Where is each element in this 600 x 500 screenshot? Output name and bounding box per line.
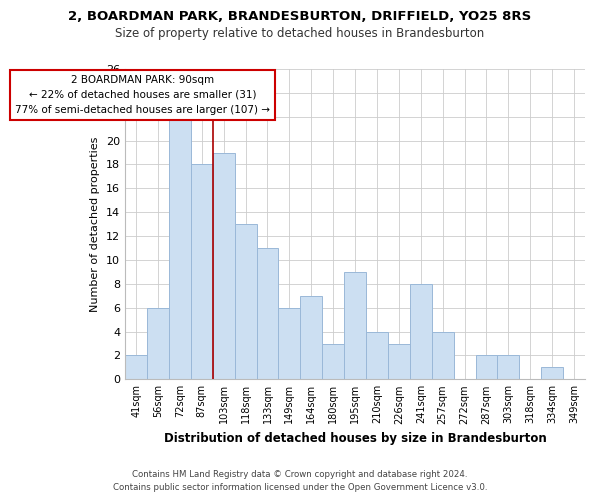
- Bar: [169, 116, 191, 380]
- Text: 2, BOARDMAN PARK, BRANDESBURTON, DRIFFIELD, YO25 8RS: 2, BOARDMAN PARK, BRANDESBURTON, DRIFFIE…: [68, 10, 532, 23]
- X-axis label: Distribution of detached houses by size in Brandesburton: Distribution of detached houses by size …: [164, 432, 547, 445]
- Bar: [257, 248, 278, 380]
- Bar: [235, 224, 257, 380]
- Bar: [322, 344, 344, 380]
- Bar: [410, 284, 432, 380]
- Text: Contains HM Land Registry data © Crown copyright and database right 2024.
Contai: Contains HM Land Registry data © Crown c…: [113, 470, 487, 492]
- Bar: [476, 356, 497, 380]
- Bar: [497, 356, 520, 380]
- Bar: [388, 344, 410, 380]
- Bar: [191, 164, 213, 380]
- Bar: [125, 356, 147, 380]
- Bar: [366, 332, 388, 380]
- Y-axis label: Number of detached properties: Number of detached properties: [91, 136, 100, 312]
- Bar: [432, 332, 454, 380]
- Text: 2 BOARDMAN PARK: 90sqm
← 22% of detached houses are smaller (31)
77% of semi-det: 2 BOARDMAN PARK: 90sqm ← 22% of detached…: [15, 75, 270, 114]
- Bar: [541, 368, 563, 380]
- Bar: [147, 308, 169, 380]
- Bar: [278, 308, 301, 380]
- Text: Size of property relative to detached houses in Brandesburton: Size of property relative to detached ho…: [115, 28, 485, 40]
- Bar: [344, 272, 366, 380]
- Bar: [213, 152, 235, 380]
- Bar: [301, 296, 322, 380]
